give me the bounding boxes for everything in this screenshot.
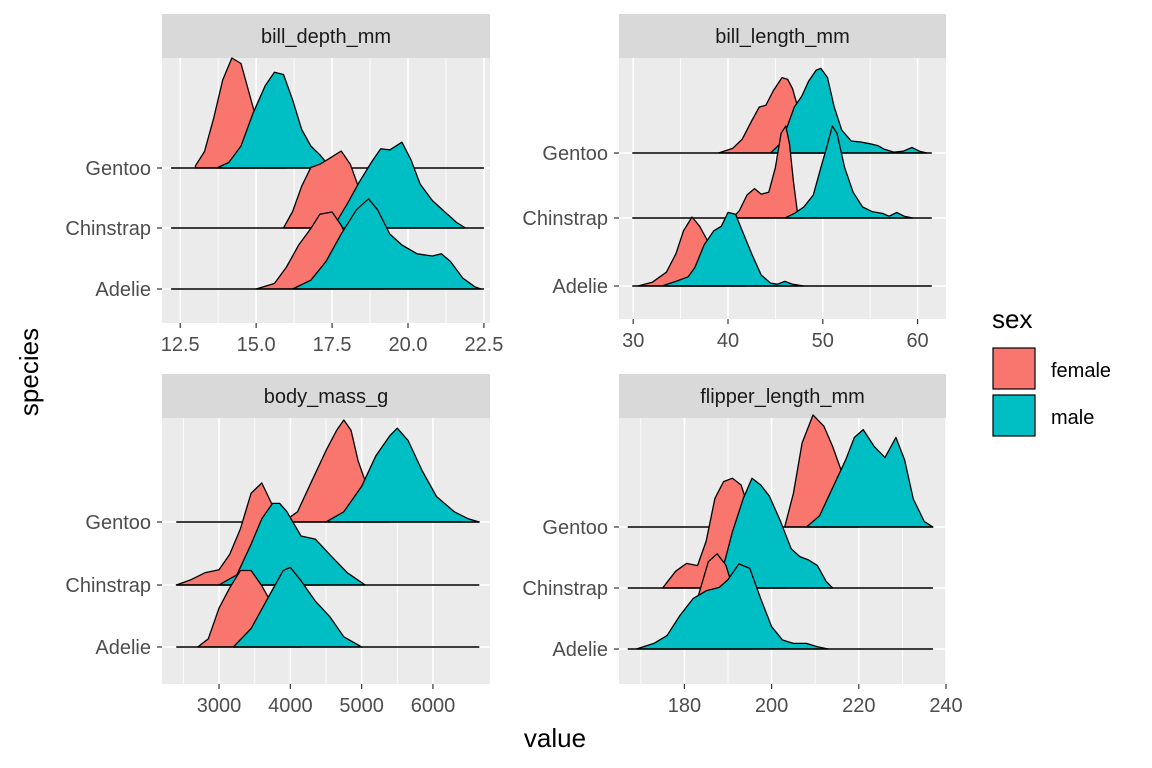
- y-tick-label-gentoo: Gentoo: [85, 158, 151, 180]
- x-tick-label: 40: [717, 330, 739, 352]
- panel-body_mass_g: body_mass_g 3000 4000 5000 6000 Adelie Chinstr…: [65, 374, 490, 717]
- x-axis-title: value: [524, 723, 586, 753]
- y-tick-label-chinstrap: Chinstrap: [65, 218, 151, 240]
- ridge-chinstrap-male: [709, 477, 834, 589]
- facet-strip-label: bill_depth_mm: [261, 26, 391, 48]
- ridge-adelie-male: [291, 198, 482, 290]
- y-tick-label-adelie: Adelie: [95, 279, 151, 301]
- y-axis-title: species: [14, 328, 44, 416]
- ridge-adelie-male: [661, 211, 805, 287]
- ridge-chinstrap-male: [218, 502, 366, 586]
- y-tick-label-adelie: Adelie: [95, 637, 151, 659]
- y-tick-label-adelie: Adelie: [552, 639, 608, 661]
- facet-strip-label: body_mass_g: [264, 386, 389, 408]
- panel-bill_depth_mm: bill_depth_mm 12.5 15.0 17.5 20.0 22.5 Adelie C…: [65, 14, 503, 356]
- x-tick-label: 30: [622, 330, 644, 352]
- legend-swatch-male: [992, 394, 1036, 437]
- x-tick-label: 12.5: [161, 334, 200, 356]
- y-tick-label-gentoo: Gentoo: [85, 512, 151, 534]
- y-tick-label-chinstrap: Chinstrap: [65, 575, 151, 597]
- ridge-chinstrap-male: [784, 125, 914, 219]
- panel-bill_length_mm: bill_length_mm 30 40 50 60 Adelie Chinstrap Gen…: [522, 14, 946, 352]
- panels-layer: bill_depth_mm 12.5 15.0 17.5 20.0 22.5 Adelie C…: [65, 14, 963, 717]
- x-tick-label: 15.0: [237, 334, 276, 356]
- y-tick-label-gentoo: Gentoo: [542, 517, 608, 539]
- legend: sex female male: [992, 304, 1111, 437]
- x-tick-label: 22.5: [464, 334, 503, 356]
- x-tick-label: 60: [906, 330, 928, 352]
- legend-label-male: male: [1051, 407, 1094, 429]
- facet-strip: [162, 374, 490, 418]
- facet-strip: [162, 14, 490, 58]
- legend-title: sex: [992, 304, 1032, 334]
- x-tick-label: 5000: [339, 695, 384, 717]
- ridge-gentoo-male: [805, 428, 934, 528]
- facet-strip-label: bill_length_mm: [715, 26, 850, 48]
- y-tick-label-adelie: Adelie: [552, 276, 608, 298]
- facet-strip-label: flipper_length_mm: [700, 386, 865, 408]
- ridge-adelie-male: [635, 563, 829, 650]
- x-tick-label: 180: [668, 695, 701, 717]
- y-tick-label-gentoo: Gentoo: [542, 143, 608, 165]
- ridge-gentoo-male: [325, 427, 480, 523]
- y-tick-label-chinstrap: Chinstrap: [522, 208, 608, 230]
- x-tick-label: 240: [929, 695, 962, 717]
- y-tick-label-chinstrap: Chinstrap: [522, 578, 608, 600]
- x-tick-label: 4000: [268, 695, 313, 717]
- facet-strip: [619, 14, 946, 58]
- x-tick-label: 220: [842, 695, 875, 717]
- x-tick-label: 200: [755, 695, 788, 717]
- x-tick-label: 17.5: [313, 334, 352, 356]
- x-tick-label: 20.0: [389, 334, 428, 356]
- x-tick-label: 6000: [411, 695, 456, 717]
- ridge-chinstrap-female: [732, 125, 805, 219]
- legend-label-female: female: [1051, 360, 1111, 382]
- x-tick-label: 3000: [197, 695, 242, 717]
- facet-strip: [619, 374, 946, 418]
- ridge-adelie-male: [232, 566, 363, 648]
- legend-swatch-female: [992, 347, 1036, 390]
- panel-flipper_length_mm: flipper_length_mm 180 200 220 240 Adelie Chins…: [522, 374, 963, 717]
- ridge-gentoo-male: [770, 67, 928, 154]
- ridge-chinstrap-male: [322, 141, 467, 229]
- x-tick-label: 50: [812, 330, 834, 352]
